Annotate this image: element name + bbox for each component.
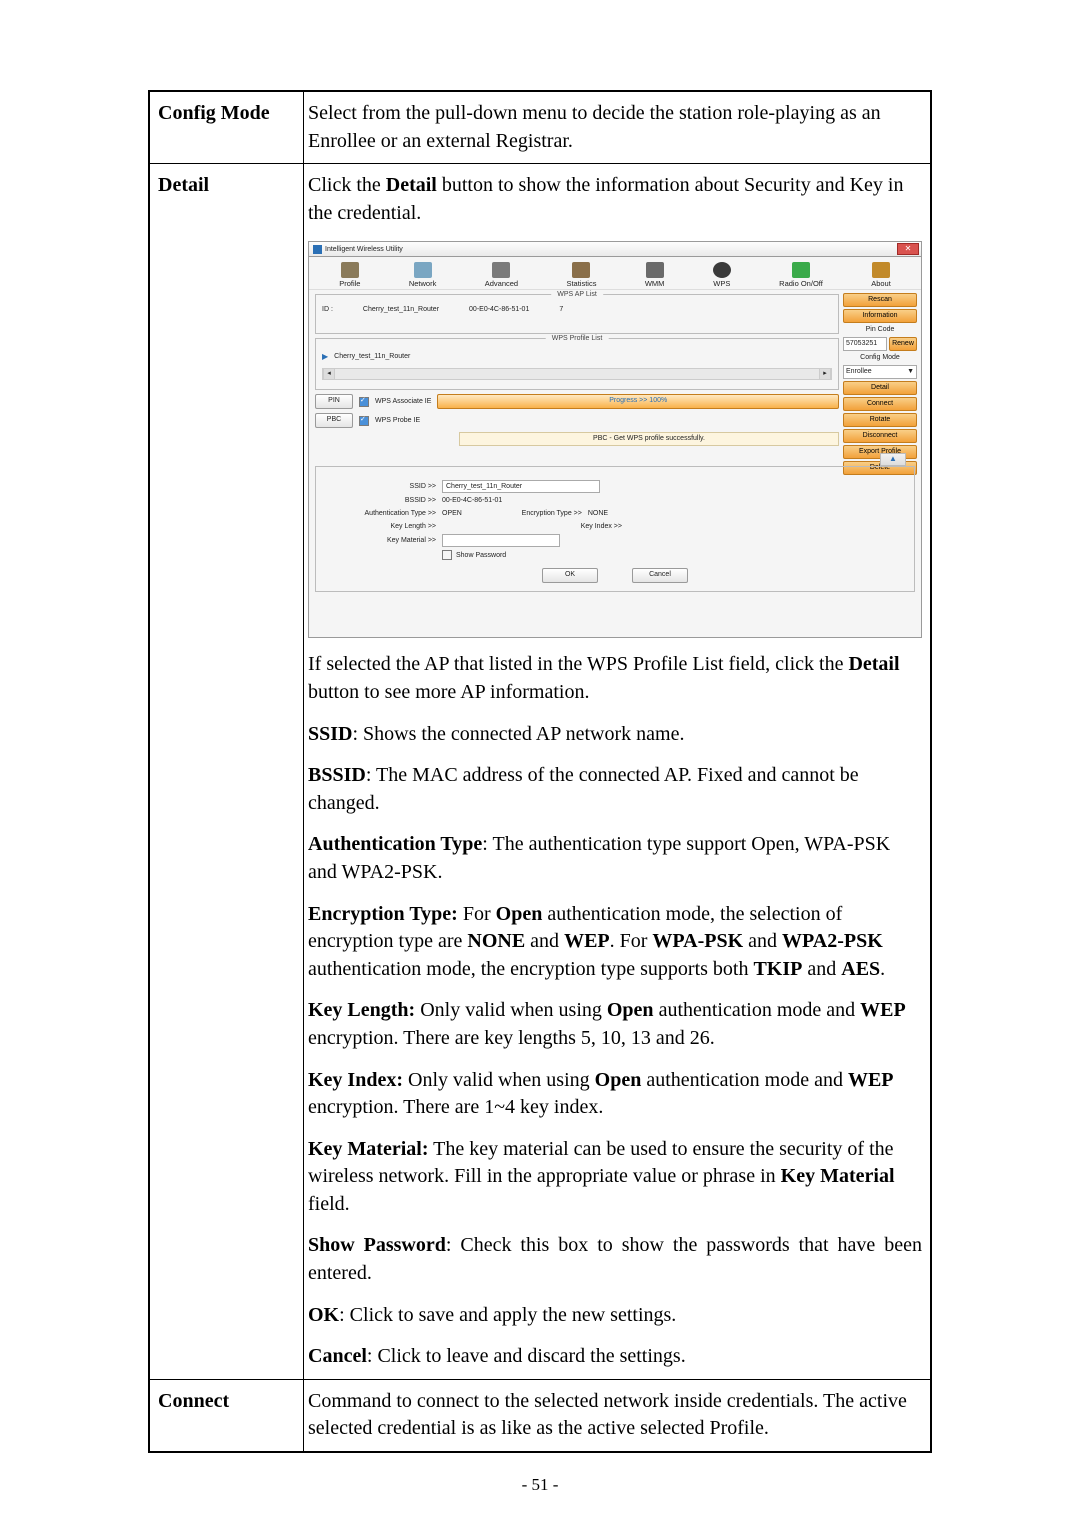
side-button-column: Rescan Information Pin Code 57053251 Ren… xyxy=(843,293,917,474)
information-button[interactable]: Information xyxy=(843,309,917,323)
connect-button[interactable]: Connect xyxy=(843,397,917,411)
window-title: Intelligent Wireless Utility xyxy=(325,245,403,255)
pin-code-label: Pin Code xyxy=(843,325,917,335)
detail-ok: OK: Click to save and apply the new sett… xyxy=(308,1302,922,1330)
scrollbar[interactable]: ◂▸ xyxy=(322,368,832,380)
tab-profile[interactable]: Profile xyxy=(339,262,360,289)
renew-button[interactable]: Renew xyxy=(889,337,917,351)
pin-button[interactable]: PIN xyxy=(315,394,353,409)
detail-ssid: SSID: Shows the connected AP network nam… xyxy=(308,721,922,749)
detail-showpwd: Show Password: Check this box to show th… xyxy=(308,1232,922,1287)
row-config-mode-label: Config Mode xyxy=(149,91,304,164)
detail-bssid: BSSID: The MAC address of the connected … xyxy=(308,762,922,817)
detail-keymaterial: Key Material: The key material can be us… xyxy=(308,1136,922,1219)
row-detail-desc: Click the Detail button to show the info… xyxy=(304,164,932,1380)
tab-network[interactable]: Network xyxy=(409,262,437,289)
tab-wps[interactable]: WPS xyxy=(713,262,731,289)
wps-profile-list-section: WPS Profile List ▶ Cherry_test_11n_Route… xyxy=(315,338,839,390)
key-material-input[interactable] xyxy=(442,534,560,547)
wps-ap-list-label: WPS AP List xyxy=(551,290,603,300)
collapse-arrow-icon[interactable]: ▲ xyxy=(880,453,906,466)
tab-advanced[interactable]: Advanced xyxy=(485,262,518,289)
connect-text: Command to connect to the selected netwo… xyxy=(308,1388,922,1443)
detail-after: If selected the AP that listed in the WP… xyxy=(308,651,922,706)
tab-about[interactable]: About xyxy=(871,262,891,289)
rotate-button[interactable]: Rotate xyxy=(843,413,917,427)
wps-utility-screenshot: Intelligent Wireless Utility ✕ Profile N… xyxy=(308,241,922,637)
probe-ie-checkbox[interactable] xyxy=(359,416,369,426)
detail-enc: Encryption Type: For Open authentication… xyxy=(308,901,922,984)
detail-button[interactable]: Detail xyxy=(843,381,917,395)
detail-keyindex: Key Index: Only valid when using Open au… xyxy=(308,1067,922,1122)
probe-ie-label: WPS Probe IE xyxy=(375,416,420,426)
show-password-checkbox[interactable] xyxy=(442,550,452,560)
tab-wmm[interactable]: WMM xyxy=(645,262,665,289)
window-titlebar: Intelligent Wireless Utility ✕ xyxy=(308,241,922,256)
progress-bar: Progress >> 100% xyxy=(437,394,839,409)
ok-button[interactable]: OK xyxy=(542,568,598,583)
action-row: PIN WPS Associate IE Progress >> 100% xyxy=(315,394,839,409)
detail-cancel: Cancel: Click to leave and discard the s… xyxy=(308,1343,922,1371)
tab-radio[interactable]: Radio On/Off xyxy=(779,262,823,289)
ap-row[interactable]: ID : Cherry_test_11n_Router 00-E0-4C-86-… xyxy=(322,305,832,315)
assoc-ie-label: WPS Associate IE xyxy=(375,397,431,407)
profile-row[interactable]: ▶ Cherry_test_11n_Router xyxy=(322,349,832,364)
rescan-button[interactable]: Rescan xyxy=(843,293,917,307)
config-mode-text: Select from the pull-down menu to decide… xyxy=(308,100,922,155)
wps-profile-list-label: WPS Profile List xyxy=(546,334,609,344)
row-detail-label: Detail xyxy=(149,164,304,1380)
window-body: Profile Network Advanced Statistics WMM … xyxy=(308,256,922,638)
pbc-button[interactable]: PBC xyxy=(315,413,353,428)
close-icon[interactable]: ✕ xyxy=(897,243,919,255)
app-icon xyxy=(313,245,322,254)
detail-auth: Authentication Type: The authentication … xyxy=(308,831,922,886)
tab-statistics[interactable]: Statistics xyxy=(566,262,596,289)
cancel-button[interactable]: Cancel xyxy=(632,568,688,583)
detail-keylength: Key Length: Only valid when using Open a… xyxy=(308,997,922,1052)
action-row-2: PBC WPS Probe IE xyxy=(315,413,839,428)
config-table: Config Mode Select from the pull-down me… xyxy=(148,90,932,1453)
page-number: - 51 - xyxy=(0,1475,1080,1495)
config-mode-select[interactable]: Enrollee▼ xyxy=(843,365,917,379)
row-connect-label: Connect xyxy=(149,1379,304,1452)
nav-tabs: Profile Network Advanced Statistics WMM … xyxy=(309,257,921,290)
pin-input[interactable]: 57053251 xyxy=(843,337,887,351)
cred-ssid-input[interactable]: Cherry_test_11n_Router xyxy=(442,480,600,493)
detail-intro: Click the Detail button to show the info… xyxy=(308,172,922,227)
wps-ap-list-section: WPS AP List ID : Cherry_test_11n_Router … xyxy=(315,294,839,334)
config-mode-label: Config Mode xyxy=(843,353,917,363)
disconnect-button[interactable]: Disconnect xyxy=(843,429,917,443)
row-connect-desc: Command to connect to the selected netwo… xyxy=(304,1379,932,1452)
assoc-ie-checkbox[interactable] xyxy=(359,397,369,407)
show-password-label: Show Password xyxy=(456,551,506,561)
credential-panel: ▲ SSID >>Cherry_test_11n_Router BSSID >>… xyxy=(315,466,915,592)
row-config-mode-desc: Select from the pull-down menu to decide… xyxy=(304,91,932,164)
play-icon: ▶ xyxy=(322,351,328,362)
status-message: PBC - Get WPS profile successfully. xyxy=(459,432,839,446)
